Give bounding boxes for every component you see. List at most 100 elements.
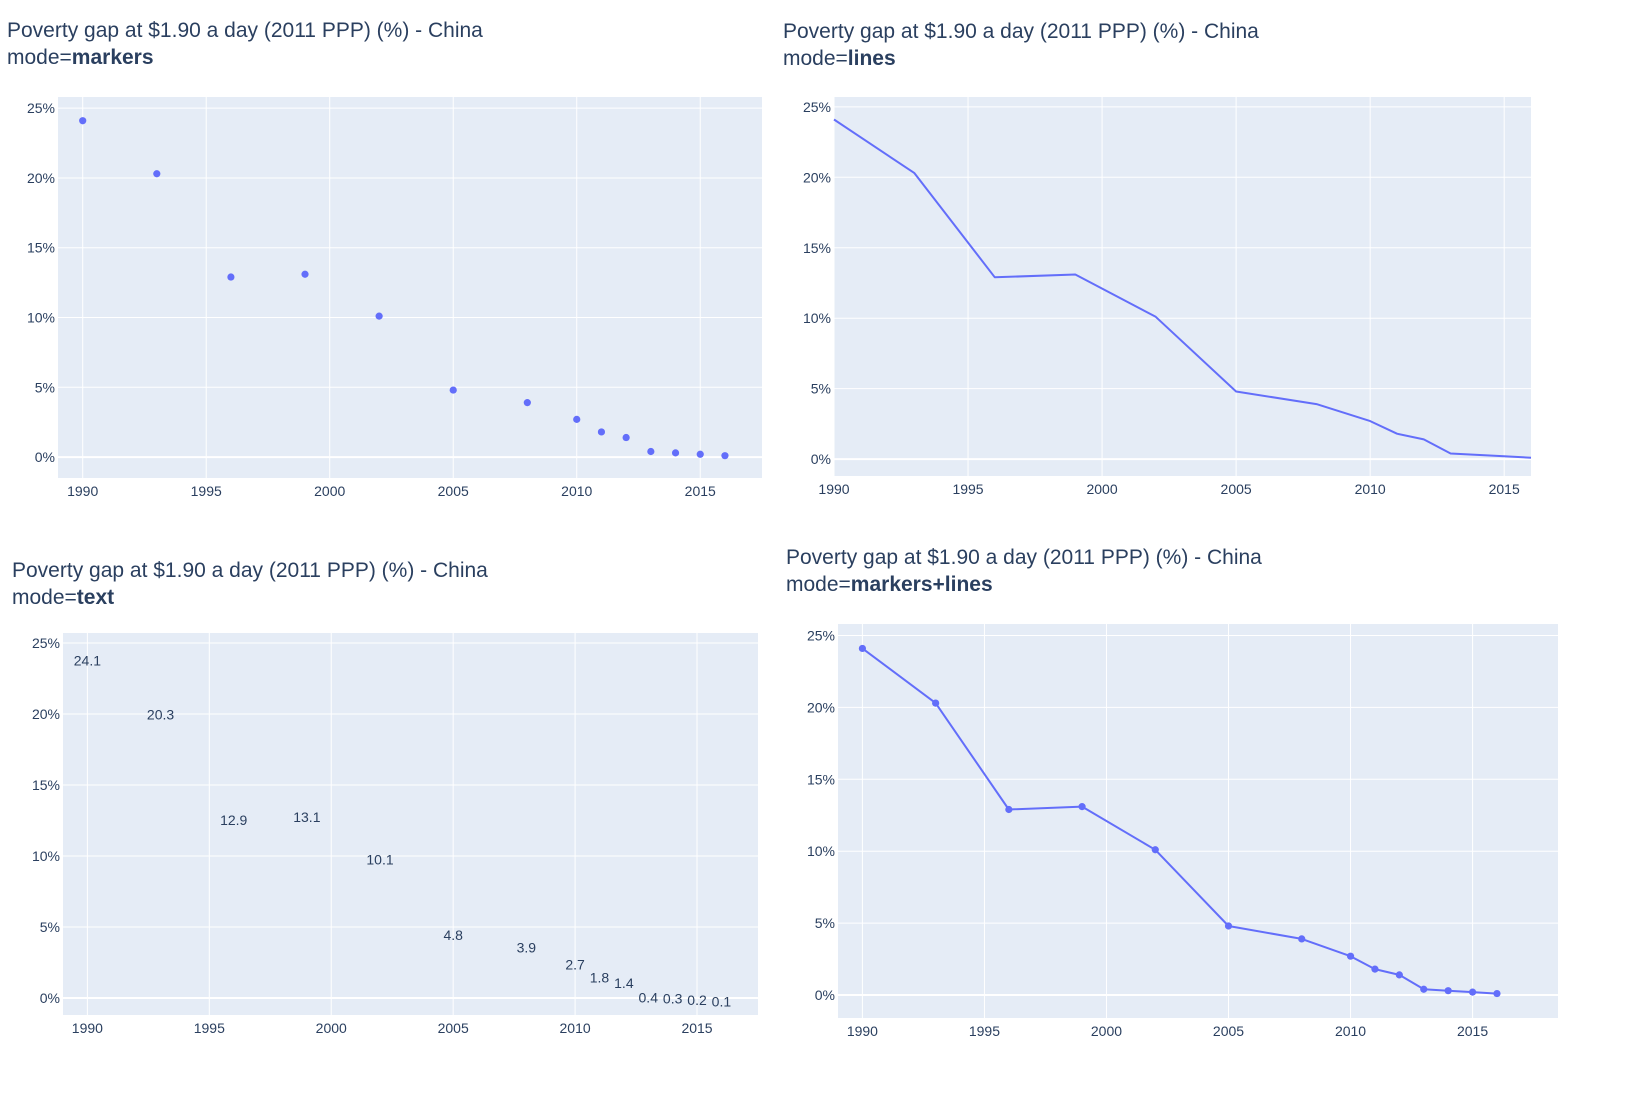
x-tick-label: 2010 — [560, 1020, 591, 1036]
chart-plot-text: 1990 1995 2000 2005 2010 2015 0% 5% 10% 15% 20% 25%… — [32, 633, 758, 1036]
y-tick-label: 20% — [32, 706, 60, 722]
data-point — [1420, 985, 1428, 993]
chart-subtitle-prefix: mode= — [786, 573, 851, 596]
x-tick-label: 2015 — [1489, 481, 1520, 497]
chart-title: Poverty gap at $1.90 a day (2011 PPP) (%… — [786, 544, 1262, 598]
chart-subtitle-prefix: mode= — [12, 586, 77, 609]
data-label: 2.7 — [565, 957, 585, 973]
data-point — [647, 447, 655, 456]
plot-area — [838, 624, 1558, 1018]
y-tick-label: 10% — [803, 310, 831, 326]
data-point — [153, 170, 161, 178]
y-tick-label: 10% — [807, 843, 835, 859]
chart-title-text: Poverty gap at $1.90 a day (2011 PPP) (%… — [7, 19, 483, 42]
x-tick-label: 2005 — [438, 1020, 469, 1036]
y-tick-label: 25% — [803, 99, 831, 115]
data-point — [1395, 971, 1403, 979]
series-line — [861, 647, 1498, 995]
x-tick-label: 2015 — [681, 1020, 712, 1036]
data-label: 3.9 — [517, 940, 537, 956]
y-tick-label: 20% — [27, 170, 55, 186]
data-point — [1078, 803, 1086, 811]
chart-title: Poverty gap at $1.90 a day (2011 PPP) (%… — [12, 557, 488, 611]
data-label: 0.2 — [687, 992, 707, 1008]
x-tick-label: 2000 — [1086, 481, 1117, 497]
chart-subtitle-prefix: mode= — [7, 46, 72, 69]
x-tick-label: 1990 — [847, 1023, 878, 1039]
chart-subtitle-mode: markers+lines — [850, 573, 993, 596]
data-point — [1371, 965, 1379, 973]
chart-subtitle-mode: lines — [847, 47, 896, 70]
data-point — [301, 270, 309, 278]
chart-title-text: Poverty gap at $1.90 a day (2011 PPP) (%… — [786, 546, 1262, 569]
data-label: 24.1 — [74, 653, 101, 669]
data-label: 4.8 — [443, 927, 463, 943]
data-point — [1346, 952, 1355, 960]
data-point — [858, 644, 867, 653]
data-label: 0.1 — [712, 994, 732, 1010]
chart-plot-lines: 1990 1995 2000 2005 2010 2015 0% 5% 10% 15% 20% 25% — [803, 97, 1532, 497]
chart-subtitle-prefix: mode= — [783, 47, 848, 70]
y-tick-label: 20% — [807, 699, 835, 715]
x-tick-label: 2005 — [438, 483, 469, 499]
data-label: 10.1 — [366, 852, 393, 868]
chart-title-text: Poverty gap at $1.90 a day (2011 PPP) (%… — [783, 20, 1259, 43]
data-point — [597, 428, 606, 436]
data-point — [696, 450, 704, 458]
data-label: 12.9 — [220, 812, 247, 828]
data-point — [1005, 805, 1013, 814]
data-label: 0.4 — [639, 989, 659, 1005]
data-point — [1224, 922, 1233, 930]
plot-area — [834, 97, 1531, 476]
x-tick-label: 2010 — [1355, 481, 1386, 497]
chart-title: Poverty gap at $1.90 a day (2011 PPP) (%… — [783, 18, 1259, 72]
data-point — [79, 117, 87, 125]
x-tick-label: 1995 — [952, 481, 983, 497]
data-point — [523, 399, 531, 407]
x-tick-label: 2005 — [1213, 1023, 1244, 1039]
y-tick-label: 10% — [27, 310, 55, 326]
data-point — [1468, 988, 1477, 996]
y-tick-label: 0% — [811, 451, 831, 467]
data-point — [1298, 935, 1306, 943]
plot-area — [63, 633, 758, 1015]
y-tick-label: 25% — [807, 628, 835, 644]
x-tick-label: 2000 — [1091, 1023, 1122, 1039]
data-label: 20.3 — [147, 707, 174, 723]
x-tick-label: 2015 — [685, 483, 716, 499]
y-tick-label: 5% — [815, 915, 835, 931]
y-tick-label: 15% — [803, 240, 831, 256]
data-point — [449, 386, 457, 394]
data-point — [622, 433, 630, 442]
series-line — [833, 118, 1532, 459]
y-tick-label: 25% — [32, 635, 60, 651]
data-label: 1.8 — [590, 969, 610, 985]
y-tick-label: 25% — [27, 100, 55, 116]
y-tick-label: 5% — [35, 379, 55, 395]
y-tick-label: 10% — [32, 848, 60, 864]
y-tick-label: 0% — [35, 449, 55, 465]
x-tick-label: 2005 — [1221, 481, 1252, 497]
chart-title-text: Poverty gap at $1.90 a day (2011 PPP) (%… — [12, 559, 488, 582]
x-tick-label: 1995 — [191, 483, 222, 499]
y-tick-label: 15% — [807, 771, 835, 787]
y-tick-label: 0% — [815, 987, 835, 1003]
chart-subtitle-mode: markers — [71, 46, 154, 69]
data-point — [1444, 987, 1452, 995]
data-point — [671, 449, 680, 457]
data-point — [227, 273, 235, 281]
data-point — [721, 452, 729, 460]
x-tick-label: 2000 — [314, 483, 345, 499]
chart-subtitle-mode: text — [76, 586, 115, 609]
data-point — [932, 699, 940, 707]
x-tick-label: 1995 — [969, 1023, 1000, 1039]
y-tick-label: 0% — [40, 990, 60, 1006]
plot-area — [58, 97, 762, 478]
data-point — [375, 312, 383, 320]
y-tick-label: 20% — [803, 169, 831, 185]
y-tick-label: 5% — [40, 919, 60, 935]
data-point — [1151, 846, 1159, 854]
data-point — [1493, 989, 1501, 998]
data-label: 0.3 — [663, 991, 683, 1007]
